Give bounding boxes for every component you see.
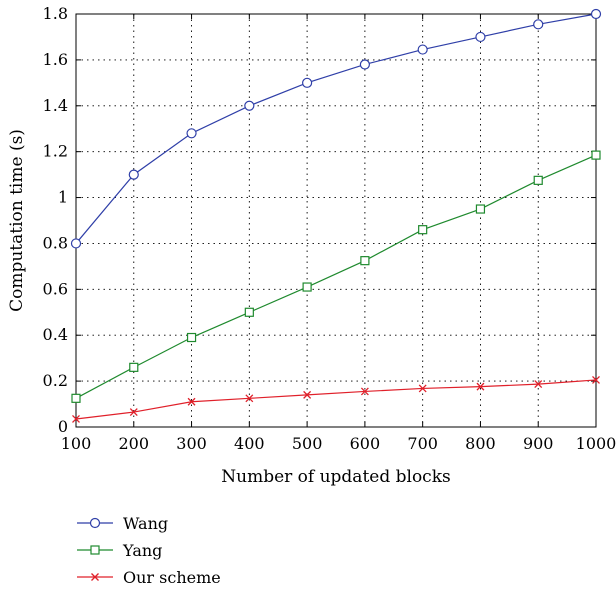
y-axis-label: Computation time (s) <box>7 129 27 312</box>
x-tick-label: 200 <box>119 434 150 453</box>
y-tick-label: 1.8 <box>43 4 68 23</box>
data-point-our-scheme <box>592 376 600 384</box>
data-point-yang <box>71 393 81 403</box>
data-point-wang <box>533 19 544 30</box>
data-point-wang <box>302 77 313 88</box>
data-point-yang <box>591 150 601 160</box>
series-group <box>70 8 602 423</box>
data-point-yang <box>475 204 486 214</box>
y-tick-label: 0.4 <box>43 325 68 344</box>
series-line-our-scheme <box>75 379 597 420</box>
legend: Wang Yang Our scheme <box>77 514 221 587</box>
data-point-yang <box>129 362 139 372</box>
legend-label: Our scheme <box>123 568 221 587</box>
x-tick-label: 1000 <box>576 434 616 453</box>
legend-marker <box>90 545 100 555</box>
data-point-wang <box>475 31 486 43</box>
data-point-wang <box>590 8 602 20</box>
x-tick-label: 900 <box>523 434 554 453</box>
data-point-our-scheme <box>418 384 427 393</box>
data-point-our-scheme <box>303 390 312 399</box>
series-line-wang <box>75 13 597 244</box>
x-axis-label: Number of updated blocks <box>221 467 450 487</box>
x-tick-label: 500 <box>292 434 323 453</box>
grid-lines <box>76 14 596 427</box>
y-tick-label: 0 <box>58 417 68 436</box>
data-point-our-scheme <box>534 380 543 389</box>
legend-marker <box>89 517 101 529</box>
data-point-our-scheme <box>72 415 80 423</box>
y-tick-label: 1.6 <box>43 50 68 69</box>
legend-label: Yang <box>122 541 162 560</box>
legend-marker <box>91 573 99 581</box>
y-tick-label: 0.6 <box>43 279 68 298</box>
data-point-yang <box>186 332 197 343</box>
data-point-yang <box>244 307 254 317</box>
data-point-our-scheme <box>245 394 254 403</box>
legend-item-our-scheme: Our scheme <box>77 568 221 587</box>
x-tick-label: 100 <box>61 434 92 453</box>
series-line-yang <box>75 154 597 399</box>
data-point-wang <box>359 59 370 70</box>
data-point-our-scheme <box>476 382 485 391</box>
data-point-yang <box>533 175 543 185</box>
y-tick-label: 1 <box>58 188 68 207</box>
plot-frame <box>75 13 597 428</box>
y-tick-label: 1.2 <box>43 142 68 161</box>
legend-item-yang: Yang <box>77 541 162 560</box>
y-tick-label: 1.4 <box>43 96 68 115</box>
legend-item-wang: Wang <box>77 514 168 533</box>
y-tick-label: 0.8 <box>43 233 68 252</box>
data-point-wang <box>70 238 82 249</box>
data-point-yang <box>360 256 370 266</box>
y-tick-label: 0.2 <box>43 371 68 390</box>
data-point-our-scheme <box>360 387 369 396</box>
x-tick-label: 300 <box>176 434 207 453</box>
legend-label: Wang <box>123 514 168 533</box>
data-point-yang <box>302 282 312 292</box>
data-point-our-scheme <box>187 397 196 406</box>
data-point-yang <box>418 225 428 235</box>
x-tick-label: 400 <box>234 434 265 453</box>
x-tick-label: 600 <box>350 434 381 453</box>
x-tick-label: 700 <box>407 434 438 453</box>
data-point-wang <box>186 128 197 139</box>
data-point-our-scheme <box>129 408 138 417</box>
data-point-wang <box>244 100 255 111</box>
data-point-wang <box>128 169 139 180</box>
x-tick-label: 800 <box>465 434 496 453</box>
data-point-wang <box>417 44 428 55</box>
axis-ticks: 100 200 300 400 500 600 700 800 900 1000 0 0.2 0.4 0.… <box>43 4 616 453</box>
